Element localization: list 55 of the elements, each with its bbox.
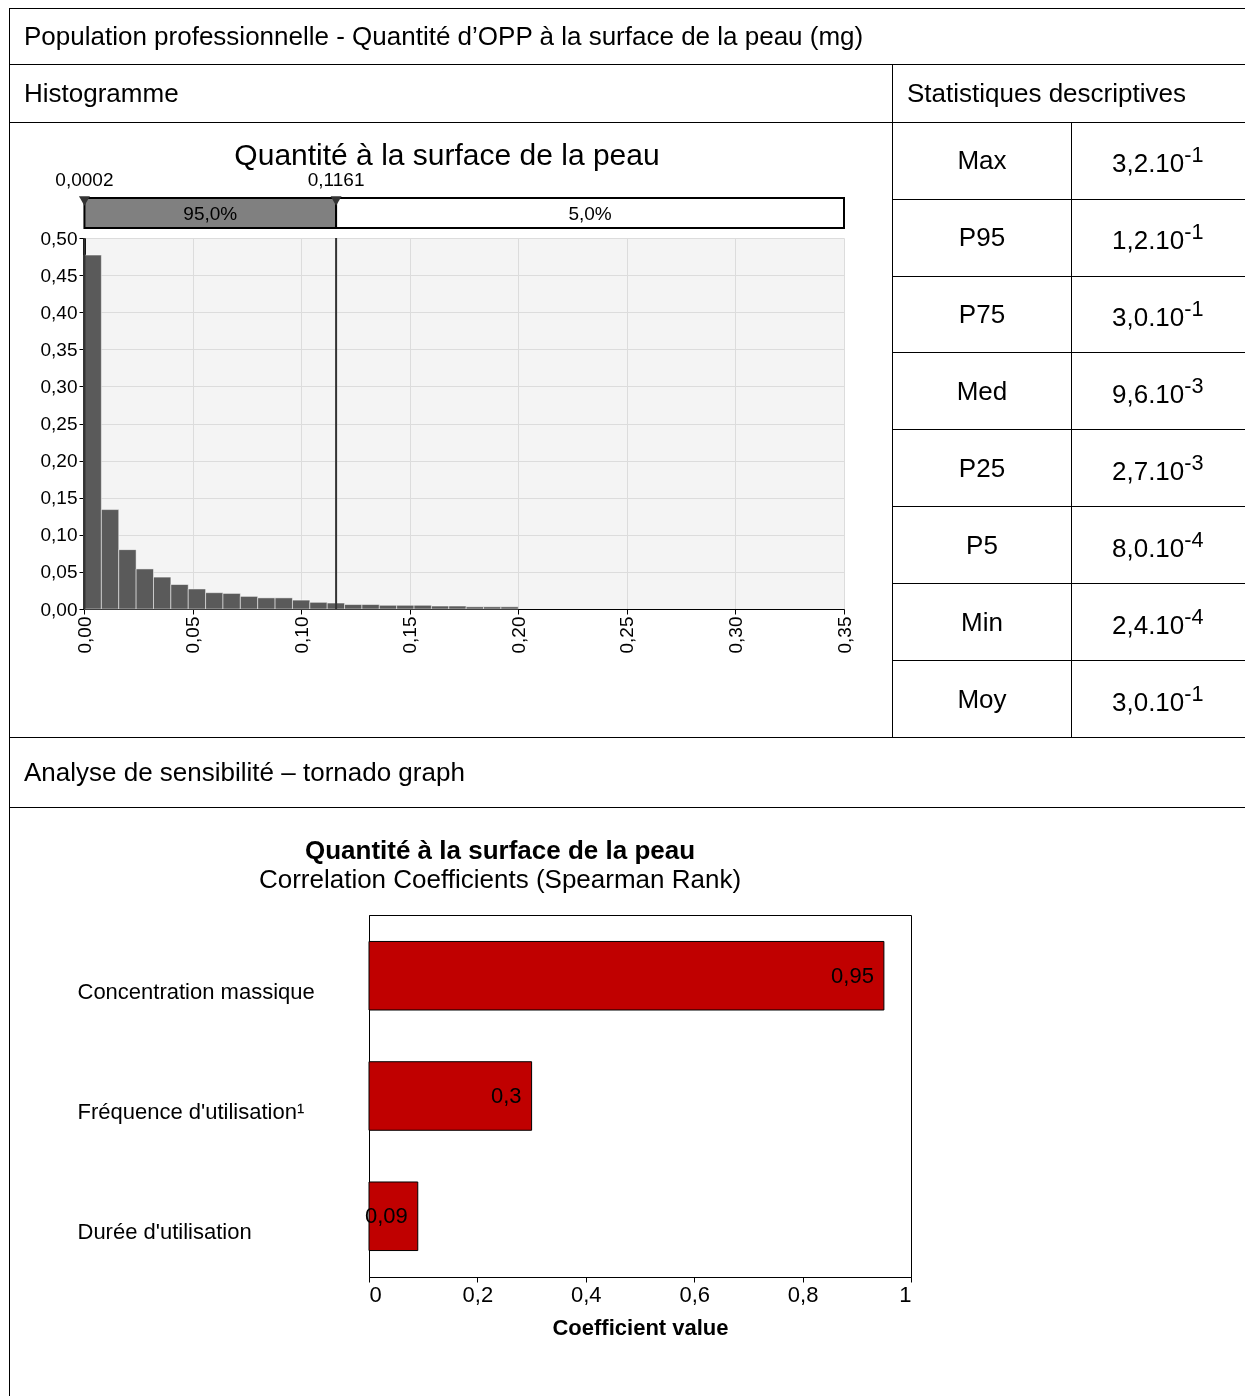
ref-line-label: 0,1161 xyxy=(307,169,365,190)
x-tick-label: 0,35 xyxy=(833,616,855,654)
y-tick-label: Durée d'utilisation xyxy=(77,1219,252,1245)
x-axis-title: Coefficient value xyxy=(552,1314,729,1340)
y-tick-label: Concentration massique xyxy=(77,978,315,1004)
x-tick-label: 0,15 xyxy=(399,616,421,654)
text: 3,0.10$^{-1}$ xyxy=(1071,276,1245,353)
text: P75 xyxy=(893,276,1072,353)
x-tick-label: 0,4 xyxy=(571,1281,602,1307)
text: 95,0% xyxy=(183,203,238,224)
x-tick-label: 0,20 xyxy=(507,616,529,654)
x-tick-label: 0 xyxy=(369,1281,382,1307)
x-tick-label: 0,6 xyxy=(679,1281,710,1307)
text: 2,4.10$^{-4}$ xyxy=(1071,583,1245,661)
text: Histogramme xyxy=(10,65,893,122)
y-tick-label: 0,00 xyxy=(40,598,78,620)
y-tick-label: 0,45 xyxy=(40,264,78,286)
y-tick-label: 0,40 xyxy=(40,301,78,323)
data-label: 0,3 xyxy=(491,1083,522,1108)
x-tick-label: 0,2 xyxy=(462,1281,494,1307)
text: 9,6.10$^{-3}$ xyxy=(1071,352,1245,430)
text: 3,2.10$^{-1}$ xyxy=(1071,123,1245,200)
text: 3,0.10$^{-1}$ xyxy=(1111,679,1205,719)
text: Med xyxy=(893,352,1072,430)
text: 8,0.10$^{-4}$ xyxy=(1071,506,1245,584)
y-tick-label: 0,30 xyxy=(40,375,78,397)
x-tick-label: 0,25 xyxy=(616,616,638,654)
text: P25 xyxy=(893,429,1072,507)
y-tick-label: 0,15 xyxy=(40,487,78,509)
text: 5,0% xyxy=(568,203,612,224)
y-tick-label: Fréquence d'utilisation¹ xyxy=(77,1099,305,1124)
x-tick-label: 0,30 xyxy=(724,616,746,654)
text: Moy xyxy=(893,660,1072,737)
y-tick-label: 0,35 xyxy=(40,338,78,360)
y-tick-label: 0,10 xyxy=(40,524,78,546)
y-tick-label: 0,20 xyxy=(40,450,78,472)
text: Population professionnelle - Quantité d’OPP à la surface de la peau (mg) xyxy=(10,9,1245,65)
ref-line-label: 0,0002 xyxy=(55,169,114,190)
x-tick-label: 0,8 xyxy=(787,1281,819,1307)
text: 1,2.10$^{-1}$ xyxy=(1071,199,1245,276)
chart-subtitle: Correlation Coefficients (Spearman Rank) xyxy=(258,864,742,894)
text: Statistiques descriptives xyxy=(906,77,1187,110)
y-tick-label: 0,25 xyxy=(40,413,78,434)
data-label: 0,95 xyxy=(831,962,874,988)
y-tick-label: 0,05 xyxy=(40,561,78,583)
text: Analyse de sensibilité – tornado graph xyxy=(10,738,1245,808)
text: P5 xyxy=(893,506,1072,584)
text: Min xyxy=(893,583,1072,661)
text: Max xyxy=(893,123,1072,200)
text: 2,7.10$^{-3}$ xyxy=(1071,429,1245,507)
chart-title: Quantité à la surface de la peau xyxy=(304,835,696,865)
chart-title: Quantité à la surface de la peau xyxy=(234,138,660,171)
text: P95 xyxy=(893,199,1072,276)
y-tick-label: 0,50 xyxy=(40,227,78,249)
x-tick-label: 1 xyxy=(899,1281,912,1307)
